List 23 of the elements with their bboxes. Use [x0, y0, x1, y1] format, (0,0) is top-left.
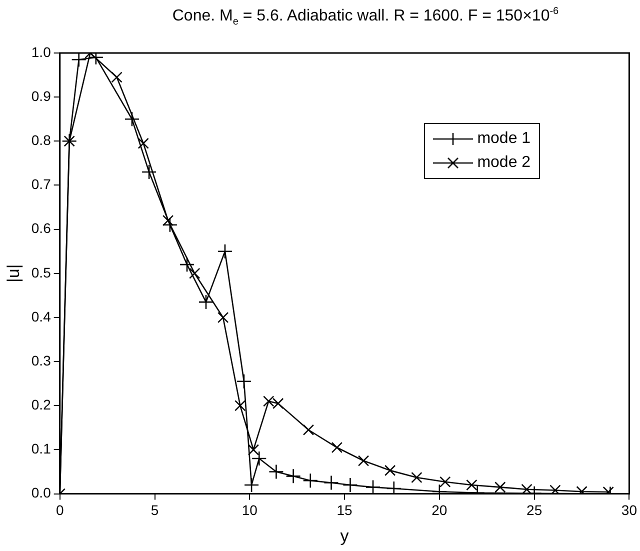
y-tick-label: 0.9: [31, 88, 52, 104]
y-tick-label: 0.4: [31, 308, 52, 324]
y-tick-label: 0.8: [31, 132, 52, 148]
y-tick-label: 1.0: [31, 44, 52, 60]
legend-label: mode 2: [477, 154, 531, 172]
y-axis-title: |u|: [4, 264, 23, 283]
x-tick-label: 0: [56, 502, 64, 518]
x-tick-label: 30: [621, 502, 638, 518]
y-tick-label: 0.3: [31, 352, 52, 368]
x-tick-label: 5: [150, 502, 159, 518]
x-tick-label: 15: [336, 502, 353, 518]
legend-label: mode 1: [477, 130, 531, 148]
x-tick-label: 20: [432, 502, 448, 518]
y-tick-label: 0.5: [31, 264, 52, 280]
y-tick-label: 0.1: [31, 440, 52, 457]
y-tick-label: 0.0: [31, 484, 52, 501]
x-tick-label: 10: [242, 502, 258, 518]
y-tick-label: 0.7: [31, 176, 52, 192]
x-axis-title: y: [340, 526, 350, 546]
y-tick-label: 0.6: [31, 220, 52, 236]
chart-title: Cone. M$_{e}$ = 5.6. Adiabatic wall. R = 1600. F = 150×10$^{-6}$: [171, 6, 560, 28]
x-tick-label: 25: [526, 502, 542, 518]
y-tick-label: 0.2: [31, 396, 52, 412]
